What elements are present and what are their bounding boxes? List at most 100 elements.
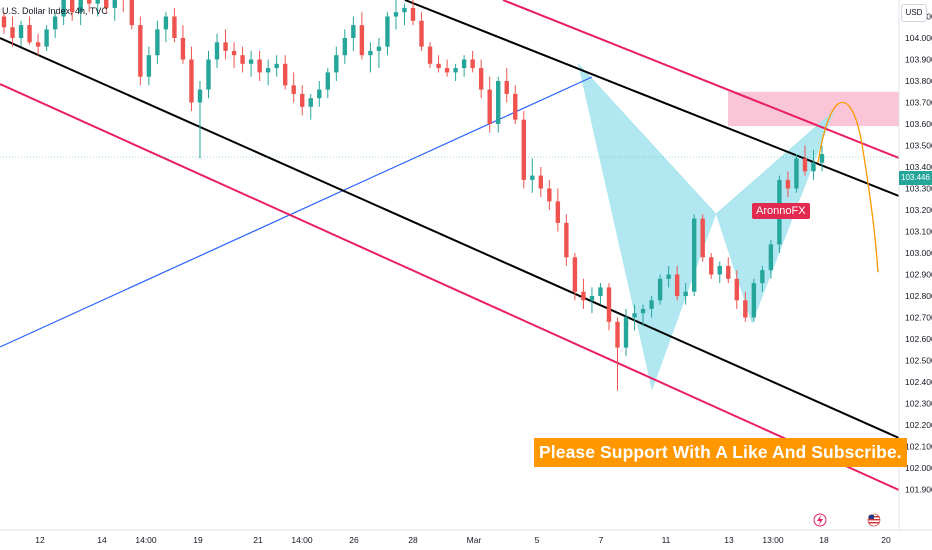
candle-body (214, 42, 220, 60)
candle-body (206, 59, 211, 90)
candle (334, 46, 339, 81)
time-tick-label: 11 (662, 535, 671, 545)
candle (598, 283, 603, 305)
candle-body (376, 46, 382, 51)
candle-body (717, 265, 722, 275)
candle-body (197, 89, 203, 103)
candle (504, 68, 509, 103)
candle-body (674, 274, 680, 296)
candle (470, 50, 475, 73)
channel-red-upper (502, 0, 900, 159)
candle-body (393, 12, 399, 17)
price-tick-label: 103.100 (905, 227, 932, 237)
candle-body (163, 16, 169, 30)
time-axis[interactable]: 12 14 14:00 19 21 14:00 26 28 Mar 5 7 11 13 13:00 18 20 (35, 535, 891, 545)
candle-body (27, 25, 32, 43)
candle-body (146, 55, 152, 77)
candle (410, 0, 416, 26)
candle (308, 93, 313, 120)
candle (206, 50, 211, 99)
price-axis[interactable]: 104.100104.000103.900103.800103.700103.6… (905, 12, 932, 495)
candle (606, 283, 612, 331)
price-tick-label: 102.300 (905, 399, 932, 409)
us-flag-icon[interactable] (867, 513, 881, 527)
candle-body (61, 0, 66, 17)
candle (581, 278, 586, 309)
candle (282, 55, 288, 90)
author-watermark: AronnoFX (752, 203, 810, 219)
candle-body (427, 46, 433, 64)
lightning-icon[interactable] (813, 513, 827, 527)
candle-body (760, 270, 765, 284)
candle-body (734, 278, 739, 301)
time-tick-label: 28 (408, 535, 418, 545)
symbol-title[interactable]: U.S. Dollar Index, 4h, TVC (2, 6, 108, 16)
candle (78, 0, 83, 26)
candle-body (155, 29, 160, 56)
price-tick-label: 102.900 (905, 270, 932, 280)
candle-body (538, 175, 544, 189)
candle (27, 16, 32, 45)
candle (163, 12, 169, 43)
candle (436, 55, 441, 73)
candle (683, 283, 688, 305)
time-tick-label: 12 (35, 535, 45, 545)
candle-body (308, 98, 313, 107)
candle (393, 0, 399, 30)
channel-red-lower (0, 83, 900, 491)
price-tick-label: 104.000 (905, 33, 932, 43)
candle-body (564, 222, 569, 258)
candle-body (615, 321, 620, 348)
candle (461, 55, 467, 77)
resistance-zone-rect (728, 91, 899, 127)
candle-body (274, 63, 279, 69)
candle-body (231, 50, 237, 56)
candle (138, 16, 143, 86)
candle-body (632, 313, 637, 318)
candle (265, 59, 271, 86)
candles (1, 0, 825, 391)
candle-body (649, 300, 654, 309)
time-tick-label: 13 (724, 535, 734, 545)
candle-body (1, 16, 7, 28)
candle (223, 29, 228, 60)
candle (632, 304, 637, 331)
candle (248, 50, 254, 77)
candle (172, 7, 177, 43)
candle-body (657, 278, 663, 301)
candle (10, 16, 15, 47)
candle (589, 287, 595, 314)
price-tick-label: 103.800 (905, 76, 932, 86)
currency-button[interactable]: USD (901, 4, 927, 22)
candle (35, 33, 41, 56)
candle-body (95, 0, 100, 4)
candle-body (104, 0, 109, 8)
price-tick-label: 102.800 (905, 291, 932, 301)
price-tick-label: 102.000 (905, 463, 932, 473)
candle (359, 12, 365, 60)
candle-body (768, 244, 774, 271)
candle (342, 29, 348, 64)
price-tick-label: 102.400 (905, 377, 932, 387)
candle (402, 3, 407, 26)
time-tick-label: 14 (97, 535, 107, 545)
time-tick-label: 20 (881, 535, 891, 545)
projection-curve (817, 101, 879, 273)
candle (453, 63, 458, 81)
candle (112, 0, 117, 21)
candle-body (530, 175, 535, 180)
time-tick-label: 26 (349, 535, 359, 545)
candle-body (78, 0, 83, 13)
price-tick-label: 103.600 (905, 119, 932, 129)
price-tick-label: 103.400 (905, 162, 932, 172)
candle (564, 214, 569, 266)
candle (104, 0, 109, 13)
candle (61, 0, 66, 26)
price-tick-label: 103.500 (905, 141, 932, 151)
candle-body (470, 59, 475, 69)
candle (444, 59, 450, 77)
candle-body (87, 0, 92, 4)
trendline-blue (0, 76, 593, 348)
